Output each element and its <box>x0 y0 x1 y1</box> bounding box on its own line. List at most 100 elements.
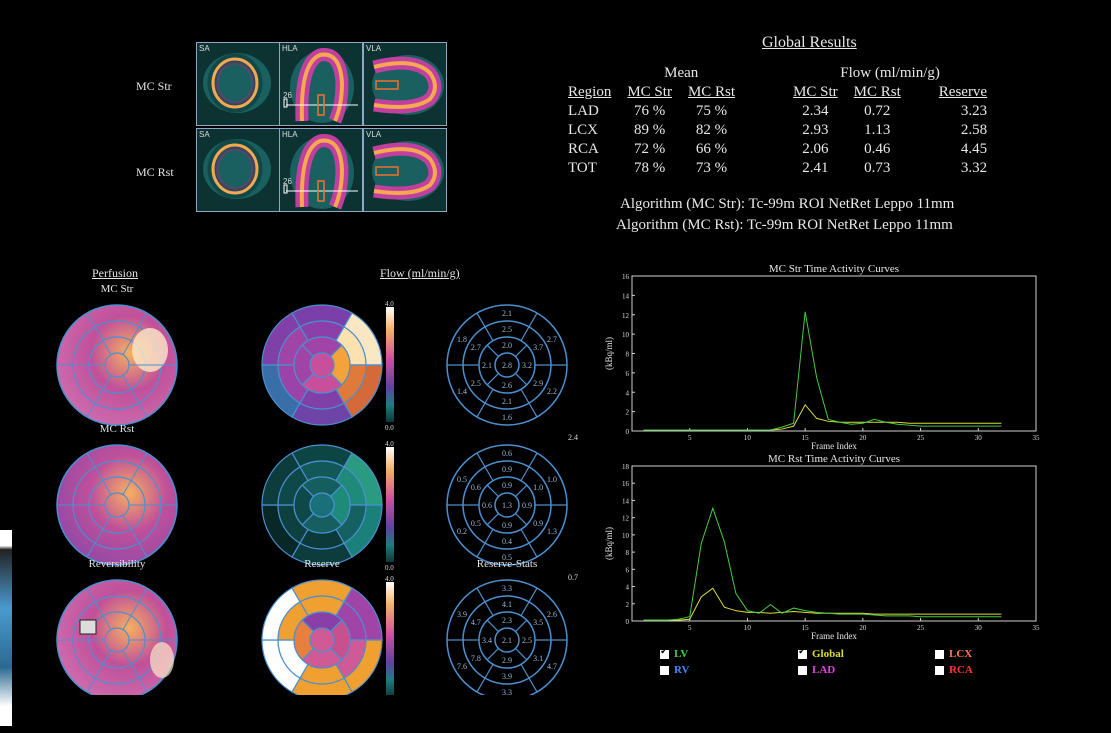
legend-checkbox[interactable] <box>798 665 807 675</box>
polar-spoke <box>486 373 499 386</box>
legend-label: Global <box>812 648 844 660</box>
legend-item-rv[interactable]: RV <box>660 664 690 676</box>
legend-label: LCX <box>949 648 973 660</box>
polar-spoke <box>520 528 538 558</box>
polar-spoke <box>86 452 112 495</box>
color-scale-bar <box>386 307 394 422</box>
legend-item-rca[interactable]: RCA <box>935 664 973 676</box>
table-cell: 2.93 <box>802 122 829 138</box>
perfusion-map-title: Reversibility <box>89 558 146 570</box>
perfusion-polar-map: MC Rst <box>56 423 178 566</box>
scale-max: 4.0 <box>385 575 394 583</box>
polar-spoke <box>476 587 494 617</box>
segment-value: 3.5 <box>533 618 543 627</box>
legend-item-lcx[interactable]: LCX <box>935 648 972 660</box>
map-total: 2.4 <box>568 433 578 442</box>
legend-item-lad[interactable]: LAD <box>798 664 835 676</box>
y-tick-label: 2 <box>626 409 630 417</box>
segment-value: 2.1 <box>502 636 512 645</box>
x-tick-label: 10 <box>744 434 752 442</box>
flow-header: Flow (ml/min/g) <box>380 266 460 280</box>
flow-polar-map: 4.0 0.0 <box>261 440 394 572</box>
slice-tag: SA <box>199 130 210 139</box>
y-tick-label: 0 <box>626 618 630 626</box>
x-tick-label: 25 <box>917 624 925 632</box>
table-cell: 0.46 <box>864 141 891 157</box>
table-cell: RCA <box>568 141 599 157</box>
series-line-lv <box>643 506 1002 621</box>
legend-checkbox[interactable] <box>935 649 944 659</box>
perfusion-polar-map: MC Str <box>56 283 178 426</box>
segment-value: 0.5 <box>502 553 512 562</box>
polar-spoke <box>515 513 528 526</box>
table-row: LAD 76 % 75 % 2.34 0.72 3.23 <box>560 102 995 121</box>
map-total: 0.7 <box>568 573 578 582</box>
hla-marker: 26 <box>283 177 292 186</box>
stats-polar-map: 1.30.90.90.90.60.91.00.90.40.50.60.61.01… <box>446 444 578 582</box>
segment-value: 2.9 <box>502 656 512 665</box>
polar-spoke <box>476 312 494 342</box>
slice-tag: HLA <box>282 44 298 53</box>
x-tick-label: 15 <box>802 624 810 632</box>
sa-slice-rst: SA <box>196 128 280 212</box>
segment-apex <box>309 627 335 653</box>
segment-value: 0.6 <box>471 483 481 492</box>
legend-checkbox[interactable] <box>660 665 669 675</box>
col-header: MC Rst <box>853 84 901 100</box>
x-tick-label: 20 <box>859 434 867 442</box>
segment-value: 3.3 <box>502 584 512 593</box>
legend-checkbox[interactable] <box>798 646 807 659</box>
segment-value: 0.4 <box>502 537 512 546</box>
hot-region <box>132 328 168 372</box>
segment-apex <box>309 492 335 518</box>
polar-spoke <box>515 619 528 632</box>
table-cell: 89 % <box>634 122 666 138</box>
polar-ring <box>494 492 520 518</box>
polar-spoke <box>476 452 494 482</box>
polar-spoke <box>486 513 499 526</box>
legend-item-global[interactable]: Global <box>798 646 844 660</box>
global-results-title: Global Results <box>762 34 857 51</box>
segment-value: 2.1 <box>482 361 492 370</box>
segment-value: 4.1 <box>502 600 512 609</box>
x-tick-label: 5 <box>688 434 692 442</box>
table-cell: 2.41 <box>802 160 829 176</box>
y-tick-label: 6 <box>626 370 630 378</box>
polar-spoke <box>520 587 538 617</box>
table-cell: 2.34 <box>802 103 829 119</box>
flow-polar-map: Reserve 4.0 0.0 <box>261 558 394 695</box>
vla-slice-rst: VLA <box>363 128 447 212</box>
legend-item-lv[interactable]: LV <box>660 646 688 660</box>
x-tick-label: 20 <box>859 624 867 632</box>
segment-value: 2.8 <box>502 361 512 370</box>
polar-spoke <box>476 388 494 418</box>
y-tick-label: 16 <box>622 480 630 488</box>
chart-title: MC Rst Time Activity Curves <box>768 453 900 465</box>
y-axis-label: (kBq/ml) <box>604 527 614 560</box>
polar-spoke <box>486 648 499 661</box>
table-row: RCA 72 % 66 % 2.06 0.46 4.45 <box>560 140 995 159</box>
segment-value: 3.7 <box>533 343 543 352</box>
stats-map-title: Reserve-Stats <box>477 558 537 570</box>
hla-slice-rst: HLA 26 <box>279 128 363 212</box>
series-line-lv <box>643 311 1002 431</box>
y-tick-label: 10 <box>622 532 630 540</box>
y-tick-label: 12 <box>622 312 630 320</box>
polar-spoke <box>476 528 494 558</box>
table-cell: 2.58 <box>960 122 988 138</box>
polar-spoke <box>515 648 528 661</box>
polar-spoke <box>122 312 148 355</box>
polar-spoke <box>515 484 528 497</box>
segment-value: 3.1 <box>533 654 543 663</box>
slice-tag: HLA <box>282 130 298 139</box>
segment-value: 1.4 <box>457 387 467 396</box>
segment-value: 0.9 <box>522 501 532 510</box>
table-cell: 75 % <box>695 103 728 119</box>
legend-checkbox[interactable] <box>935 665 944 675</box>
slice-tag: VLA <box>366 130 382 139</box>
segment-value: 7.8 <box>471 654 481 663</box>
perfusion-map-title: MC Rst <box>100 423 135 435</box>
flow-polar-map: 4.0 0.0 <box>261 300 394 432</box>
legend-checkbox[interactable] <box>660 646 669 659</box>
segment-value: 2.6 <box>502 381 512 390</box>
